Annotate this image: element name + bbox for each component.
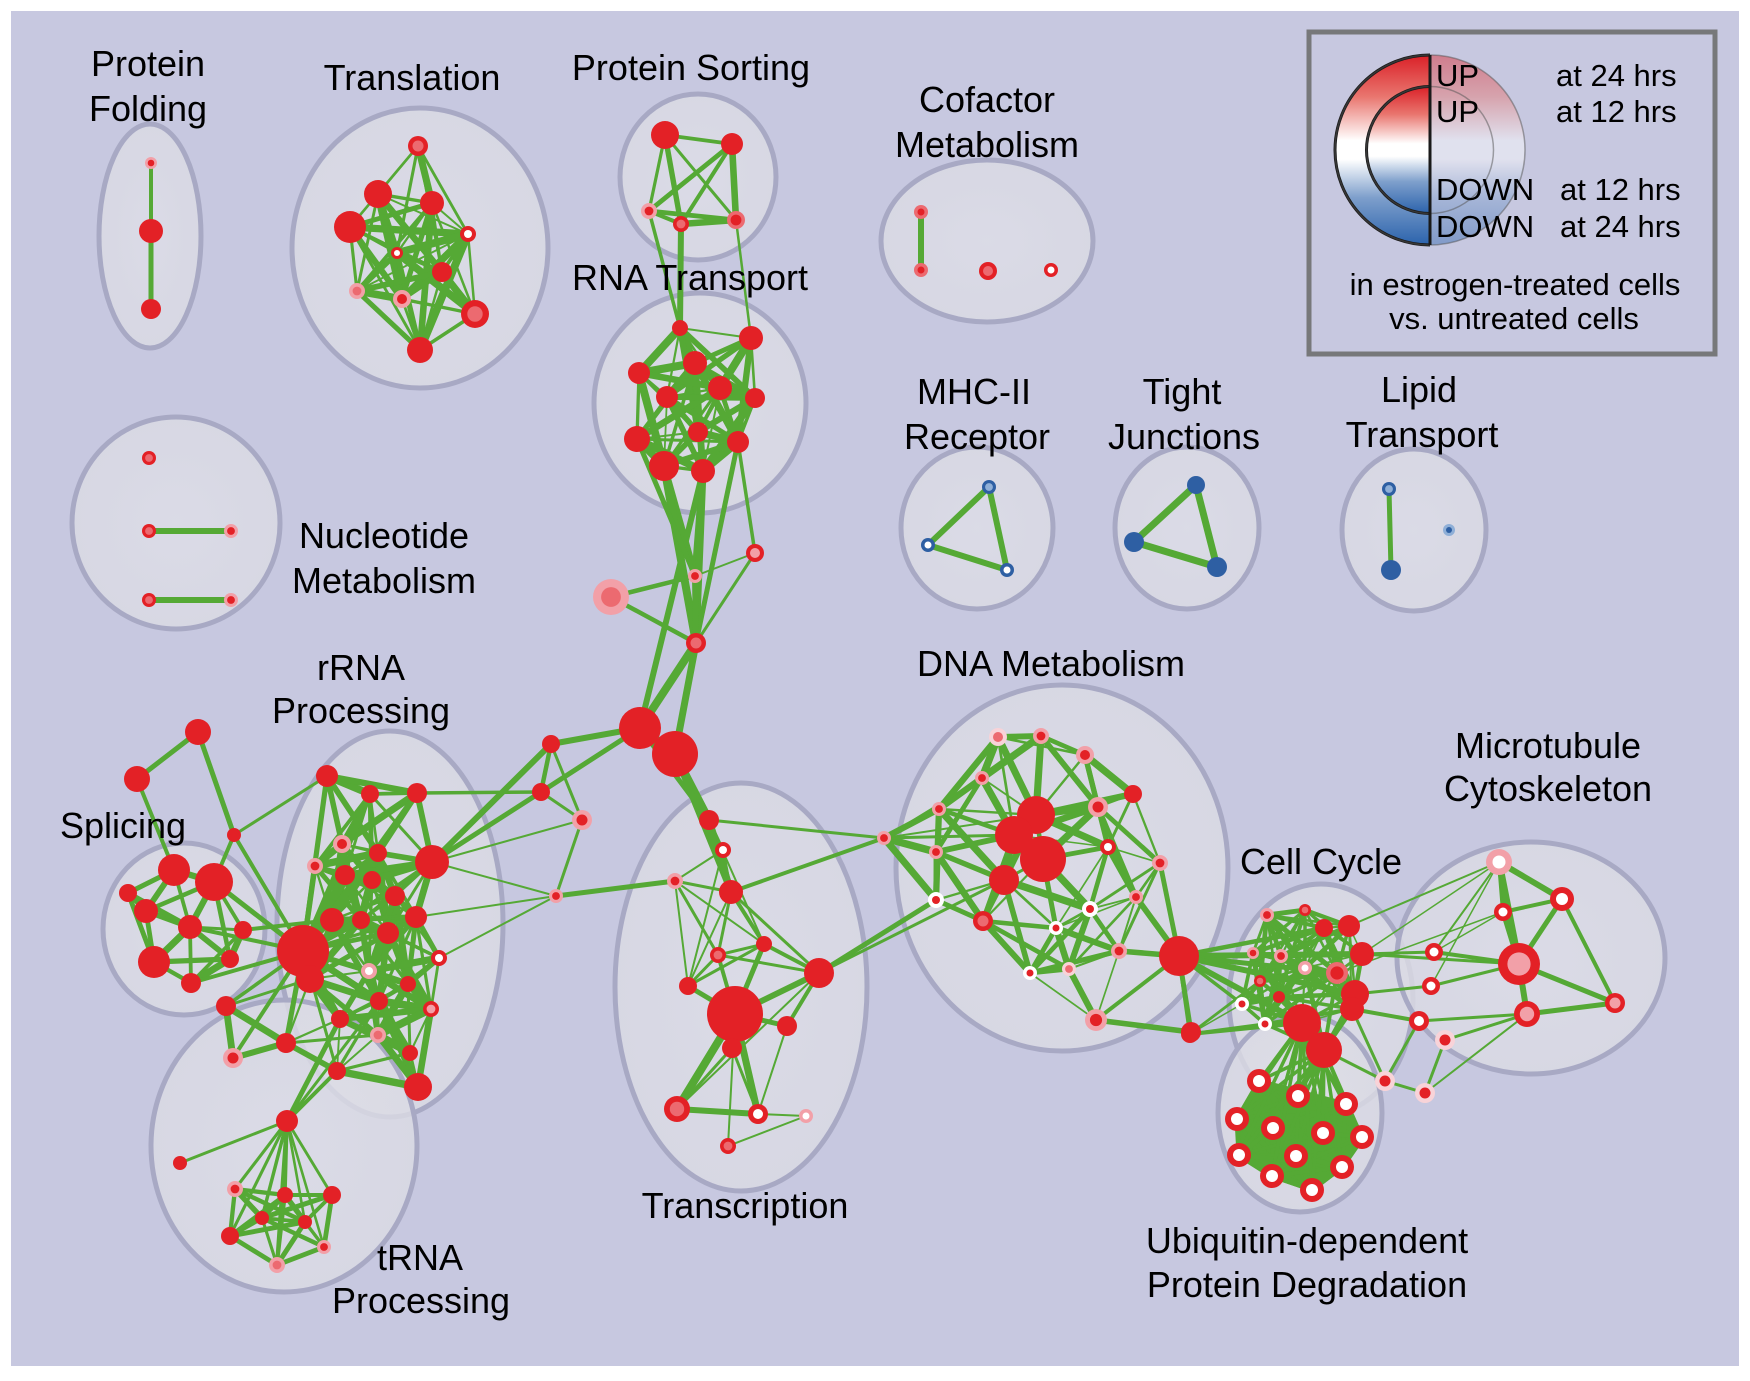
svg-text:Processing: Processing [272, 690, 450, 731]
svg-text:Lipid: Lipid [1381, 369, 1457, 410]
svg-text:Cell Cycle: Cell Cycle [1240, 841, 1402, 882]
svg-text:Protein: Protein [91, 43, 205, 84]
svg-text:Protein Degradation: Protein Degradation [1147, 1264, 1467, 1305]
svg-text:at 24 hrs: at 24 hrs [1560, 209, 1681, 244]
svg-text:Processing: Processing [332, 1280, 510, 1321]
svg-text:UP: UP [1436, 58, 1479, 93]
svg-text:Ubiquitin-dependent: Ubiquitin-dependent [1146, 1220, 1468, 1261]
svg-text:vs. untreated cells: vs. untreated cells [1389, 301, 1639, 336]
svg-text:MHC-II: MHC-II [917, 371, 1031, 412]
svg-text:in estrogen-treated cells: in estrogen-treated cells [1350, 267, 1681, 302]
svg-text:tRNA: tRNA [377, 1237, 463, 1278]
svg-text:Metabolism: Metabolism [292, 560, 476, 601]
svg-text:DNA Metabolism: DNA Metabolism [917, 643, 1185, 684]
svg-text:Cofactor: Cofactor [919, 79, 1055, 120]
svg-text:at 24 hrs: at 24 hrs [1556, 58, 1677, 93]
svg-text:Metabolism: Metabolism [895, 124, 1079, 165]
svg-text:Transcription: Transcription [642, 1185, 849, 1226]
svg-text:Cytoskeleton: Cytoskeleton [1444, 768, 1652, 809]
svg-text:Nucleotide: Nucleotide [299, 515, 469, 556]
svg-text:RNA Transport: RNA Transport [572, 257, 808, 298]
svg-text:rRNA: rRNA [317, 647, 405, 688]
svg-text:Splicing: Splicing [60, 805, 186, 846]
svg-text:at 12 hrs: at 12 hrs [1560, 172, 1681, 207]
svg-text:Translation: Translation [324, 57, 501, 98]
svg-text:at 12 hrs: at 12 hrs [1556, 94, 1677, 129]
svg-text:Junctions: Junctions [1108, 416, 1260, 457]
svg-text:UP: UP [1436, 94, 1479, 129]
svg-text:Protein Sorting: Protein Sorting [572, 47, 810, 88]
svg-text:DOWN: DOWN [1436, 209, 1534, 244]
svg-text:Microtubule: Microtubule [1455, 725, 1641, 766]
svg-text:Transport: Transport [1346, 414, 1499, 455]
svg-text:Receptor: Receptor [904, 416, 1050, 457]
svg-text:Tight: Tight [1143, 371, 1222, 412]
svg-text:Folding: Folding [89, 88, 207, 129]
svg-text:DOWN: DOWN [1436, 172, 1534, 207]
